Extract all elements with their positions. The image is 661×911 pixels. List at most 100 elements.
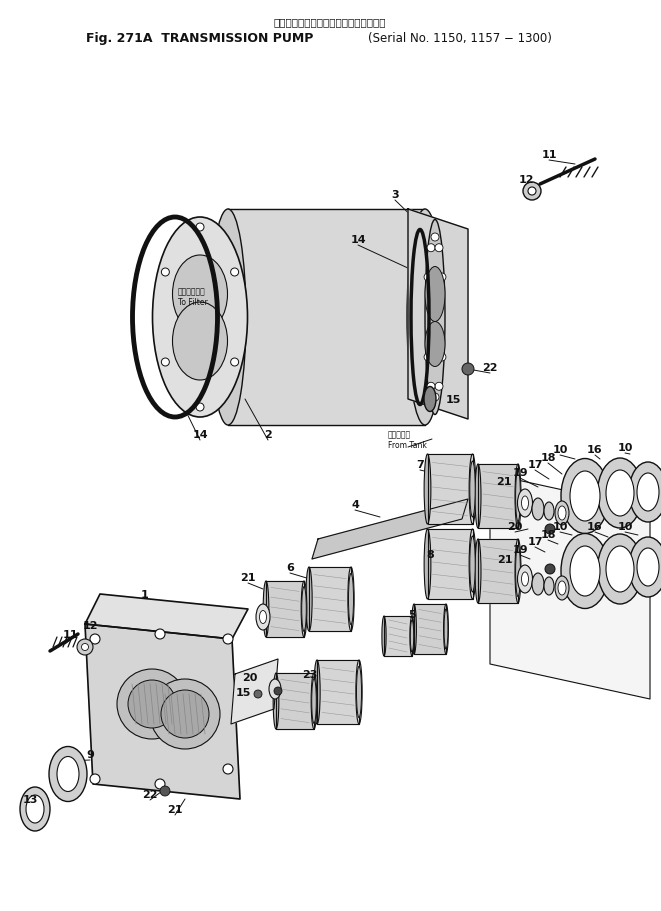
Text: 13: 13 bbox=[22, 794, 38, 804]
Circle shape bbox=[128, 681, 176, 728]
Circle shape bbox=[523, 183, 541, 200]
Text: 10: 10 bbox=[617, 443, 633, 453]
Circle shape bbox=[435, 383, 443, 391]
Circle shape bbox=[438, 353, 446, 362]
Ellipse shape bbox=[424, 387, 436, 412]
Ellipse shape bbox=[26, 795, 44, 824]
Polygon shape bbox=[276, 673, 314, 729]
Ellipse shape bbox=[470, 462, 475, 517]
Ellipse shape bbox=[629, 537, 661, 598]
Circle shape bbox=[161, 269, 169, 277]
Text: From Tank: From Tank bbox=[388, 440, 427, 449]
Circle shape bbox=[424, 353, 432, 362]
Circle shape bbox=[77, 640, 93, 655]
Ellipse shape bbox=[260, 611, 266, 624]
Ellipse shape bbox=[470, 537, 475, 592]
Text: 11: 11 bbox=[62, 630, 78, 640]
Text: 21: 21 bbox=[240, 572, 256, 582]
Ellipse shape bbox=[515, 539, 521, 603]
Text: 21: 21 bbox=[167, 804, 182, 814]
Ellipse shape bbox=[425, 267, 445, 322]
Ellipse shape bbox=[532, 573, 544, 596]
Ellipse shape bbox=[410, 620, 414, 652]
Circle shape bbox=[117, 670, 187, 739]
Ellipse shape bbox=[469, 455, 476, 525]
Polygon shape bbox=[85, 624, 240, 799]
Text: 17: 17 bbox=[527, 459, 543, 469]
Ellipse shape bbox=[412, 604, 416, 654]
Polygon shape bbox=[428, 455, 473, 525]
Ellipse shape bbox=[444, 604, 448, 654]
Polygon shape bbox=[414, 604, 446, 654]
Ellipse shape bbox=[173, 302, 227, 381]
Text: 4: 4 bbox=[351, 499, 359, 509]
Ellipse shape bbox=[558, 507, 566, 520]
Ellipse shape bbox=[598, 458, 642, 528]
Ellipse shape bbox=[444, 609, 448, 650]
Circle shape bbox=[150, 680, 220, 749]
Ellipse shape bbox=[348, 574, 354, 625]
Circle shape bbox=[231, 269, 239, 277]
Text: トランスミッション　ポンプ（適用号機: トランスミッション ポンプ（適用号機 bbox=[274, 17, 386, 27]
Ellipse shape bbox=[629, 463, 661, 522]
Ellipse shape bbox=[20, 787, 50, 831]
Text: 10: 10 bbox=[617, 521, 633, 531]
Circle shape bbox=[161, 691, 209, 738]
Ellipse shape bbox=[516, 546, 520, 597]
Ellipse shape bbox=[637, 548, 659, 587]
Text: 22: 22 bbox=[483, 363, 498, 373]
Text: 10: 10 bbox=[553, 445, 568, 455]
Polygon shape bbox=[228, 210, 425, 425]
Ellipse shape bbox=[561, 459, 609, 534]
Text: 2: 2 bbox=[264, 429, 272, 439]
Text: 10: 10 bbox=[553, 521, 568, 531]
Ellipse shape bbox=[424, 455, 431, 525]
Circle shape bbox=[545, 525, 555, 535]
Text: 15: 15 bbox=[235, 687, 251, 697]
Text: 7: 7 bbox=[416, 459, 424, 469]
Polygon shape bbox=[428, 529, 473, 599]
Circle shape bbox=[254, 691, 262, 698]
Circle shape bbox=[427, 383, 435, 391]
Polygon shape bbox=[231, 660, 278, 724]
Text: (Serial No. 1150, 1157 − 1300): (Serial No. 1150, 1157 − 1300) bbox=[368, 32, 552, 45]
Text: 16: 16 bbox=[587, 521, 603, 531]
Circle shape bbox=[528, 188, 536, 196]
Ellipse shape bbox=[407, 210, 443, 425]
Polygon shape bbox=[266, 581, 304, 638]
Ellipse shape bbox=[424, 529, 431, 599]
Ellipse shape bbox=[348, 568, 354, 631]
Polygon shape bbox=[312, 499, 468, 559]
Ellipse shape bbox=[210, 210, 246, 425]
Text: 6: 6 bbox=[286, 562, 294, 572]
Ellipse shape bbox=[532, 498, 544, 520]
Ellipse shape bbox=[515, 465, 521, 528]
Polygon shape bbox=[317, 660, 359, 724]
Text: To Filter: To Filter bbox=[178, 297, 208, 306]
Circle shape bbox=[231, 359, 239, 366]
Circle shape bbox=[438, 273, 446, 281]
Ellipse shape bbox=[425, 220, 445, 415]
Circle shape bbox=[427, 244, 435, 252]
Text: 21: 21 bbox=[496, 476, 512, 486]
Text: 8: 8 bbox=[426, 549, 434, 559]
Ellipse shape bbox=[558, 581, 566, 596]
Ellipse shape bbox=[301, 581, 307, 638]
Circle shape bbox=[90, 634, 100, 644]
Text: 19: 19 bbox=[512, 545, 528, 555]
Ellipse shape bbox=[516, 471, 520, 522]
Text: 20: 20 bbox=[243, 672, 258, 682]
Text: 15: 15 bbox=[446, 394, 461, 404]
Circle shape bbox=[160, 786, 170, 796]
Polygon shape bbox=[478, 465, 518, 528]
Ellipse shape bbox=[555, 501, 569, 526]
Text: 12: 12 bbox=[82, 620, 98, 630]
Ellipse shape bbox=[311, 673, 317, 729]
Ellipse shape bbox=[561, 534, 609, 609]
Ellipse shape bbox=[410, 617, 414, 656]
Ellipse shape bbox=[555, 577, 569, 600]
Text: 23: 23 bbox=[302, 670, 318, 680]
Text: 22: 22 bbox=[142, 789, 158, 799]
Ellipse shape bbox=[475, 465, 481, 528]
Ellipse shape bbox=[544, 578, 554, 596]
